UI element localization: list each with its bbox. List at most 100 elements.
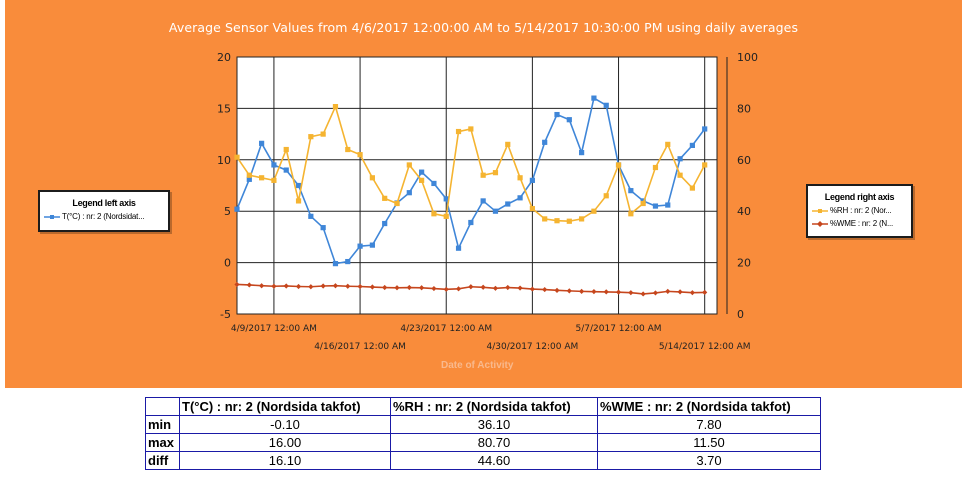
series-point-0 — [542, 139, 548, 145]
series-point-0 — [689, 142, 695, 149]
x-tick-label: 5/7/2017 12:00 AM — [576, 324, 662, 334]
series-point-0 — [652, 203, 659, 209]
series-point-2 — [591, 289, 597, 295]
legend-swatch-temperature — [44, 214, 60, 219]
legend-right-title: Legend right axis — [824, 192, 895, 202]
series-point-0 — [308, 213, 314, 219]
series-point-2 — [431, 285, 437, 292]
legend-label-temperature: T(°C) : nr: 2 (Nordsidat... — [62, 212, 145, 221]
series-point-0 — [271, 162, 277, 168]
series-point-0 — [234, 206, 240, 212]
plot-background — [237, 57, 717, 314]
legend-swatch-wme — [812, 220, 828, 227]
series-point-2 — [480, 284, 486, 290]
series-point-1 — [431, 211, 437, 217]
stats-cell: 11.50 — [597, 433, 821, 452]
series-point-1 — [591, 208, 597, 214]
series-point-1 — [652, 164, 659, 171]
series-point-0 — [406, 190, 412, 196]
series-point-1 — [246, 172, 252, 178]
series-point-1 — [603, 193, 609, 199]
stats-cell: -0.10 — [179, 415, 391, 434]
series-point-2 — [566, 288, 572, 294]
y-left-tick-label: 10 — [217, 154, 231, 167]
legend-label-rh: %RH : nr: 2 (Nor... — [830, 206, 892, 215]
stats-header-temperature: T(°C) : nr: 2 (Nordsida takfot) — [179, 397, 391, 416]
series-point-2 — [492, 285, 499, 291]
series-point-2 — [665, 288, 671, 294]
series-point-2 — [529, 286, 535, 292]
series-point-1 — [259, 175, 265, 181]
legend-right-axis: Legend right axis %RH : nr: 2 (Nor... %W… — [806, 184, 913, 238]
series-point-0 — [566, 117, 572, 123]
y-right-tick-label: 80 — [737, 102, 751, 115]
series-point-2 — [517, 285, 523, 291]
legend-left-axis: Legend left axis T(°C) : nr: 2 (Nordsida… — [38, 190, 170, 232]
series-point-2 — [357, 283, 363, 290]
plot-area: -5 0 5 10 15 20 0 20 40 60 80 100 4/9/2017 12:00 AM 4… — [217, 51, 758, 352]
y-right-tick-label: 40 — [737, 205, 751, 218]
series-point-0 — [246, 176, 252, 182]
series-point-0 — [382, 220, 388, 227]
plot-border — [236, 56, 718, 315]
series-point-0 — [579, 150, 585, 156]
series-point-2 — [554, 287, 560, 293]
series-point-2 — [320, 283, 326, 289]
series-point-2 — [640, 291, 646, 297]
series-point-1 — [419, 177, 425, 183]
series-point-0 — [443, 196, 449, 202]
chart-title: Average Sensor Values from 4/6/2017 12:0… — [168, 20, 799, 35]
stats-cell: 7.80 — [597, 415, 821, 434]
x-tick-label: 4/30/2017 12:00 AM — [487, 342, 579, 352]
legend-entry-temperature: T(°C) : nr: 2 (Nordsidat... — [44, 212, 168, 221]
series-point-2 — [271, 283, 277, 289]
stats-row-label: max — [145, 433, 180, 452]
y-right-tick-label: 60 — [737, 154, 751, 167]
series-point-1 — [566, 218, 572, 224]
series-point-0 — [665, 202, 671, 208]
series-point-2 — [419, 285, 425, 291]
series-point-1 — [702, 162, 708, 168]
series-point-2 — [689, 290, 695, 296]
series-point-0 — [295, 182, 302, 189]
series-point-1 — [554, 218, 560, 224]
legend-swatch-rh — [812, 208, 828, 213]
series-point-2 — [702, 289, 708, 296]
series-point-1 — [628, 211, 634, 217]
series-point-0 — [603, 102, 609, 108]
series-point-2 — [443, 286, 449, 292]
series-point-2 — [234, 281, 240, 288]
series-point-1 — [579, 216, 585, 222]
series-point-0 — [468, 219, 474, 226]
series-point-0 — [369, 242, 375, 248]
series-point-0 — [431, 180, 437, 187]
y-left-tick-label: 5 — [224, 205, 231, 218]
series-point-2 — [295, 283, 302, 290]
series-point-1 — [320, 131, 326, 137]
series-point-0 — [259, 140, 265, 146]
stats-cell: 16.10 — [179, 451, 391, 470]
series-point-2 — [505, 284, 511, 291]
series-point-1 — [677, 172, 683, 178]
series-point-1 — [505, 141, 511, 147]
series-point-0 — [419, 169, 425, 175]
series-point-0 — [554, 111, 560, 118]
series-point-1 — [308, 134, 314, 140]
series-point-1 — [369, 175, 375, 181]
series-point-1 — [480, 172, 486, 178]
y-left-tick-label: 15 — [217, 102, 231, 115]
series-point-2 — [615, 289, 622, 295]
legend-left-title: Legend left axis — [72, 198, 136, 208]
stats-cell: 3.70 — [597, 451, 821, 470]
series-point-2 — [677, 289, 683, 295]
series-point-1 — [406, 162, 412, 168]
series-point-1 — [271, 177, 277, 183]
series-point-2 — [345, 283, 351, 289]
series-point-1 — [234, 154, 240, 160]
series-point-1 — [357, 152, 363, 158]
stats-cell: 80.70 — [390, 433, 598, 452]
series-point-1 — [283, 146, 289, 153]
series-point-1 — [468, 126, 474, 132]
series-point-2 — [394, 285, 400, 291]
series-point-0 — [492, 208, 499, 214]
